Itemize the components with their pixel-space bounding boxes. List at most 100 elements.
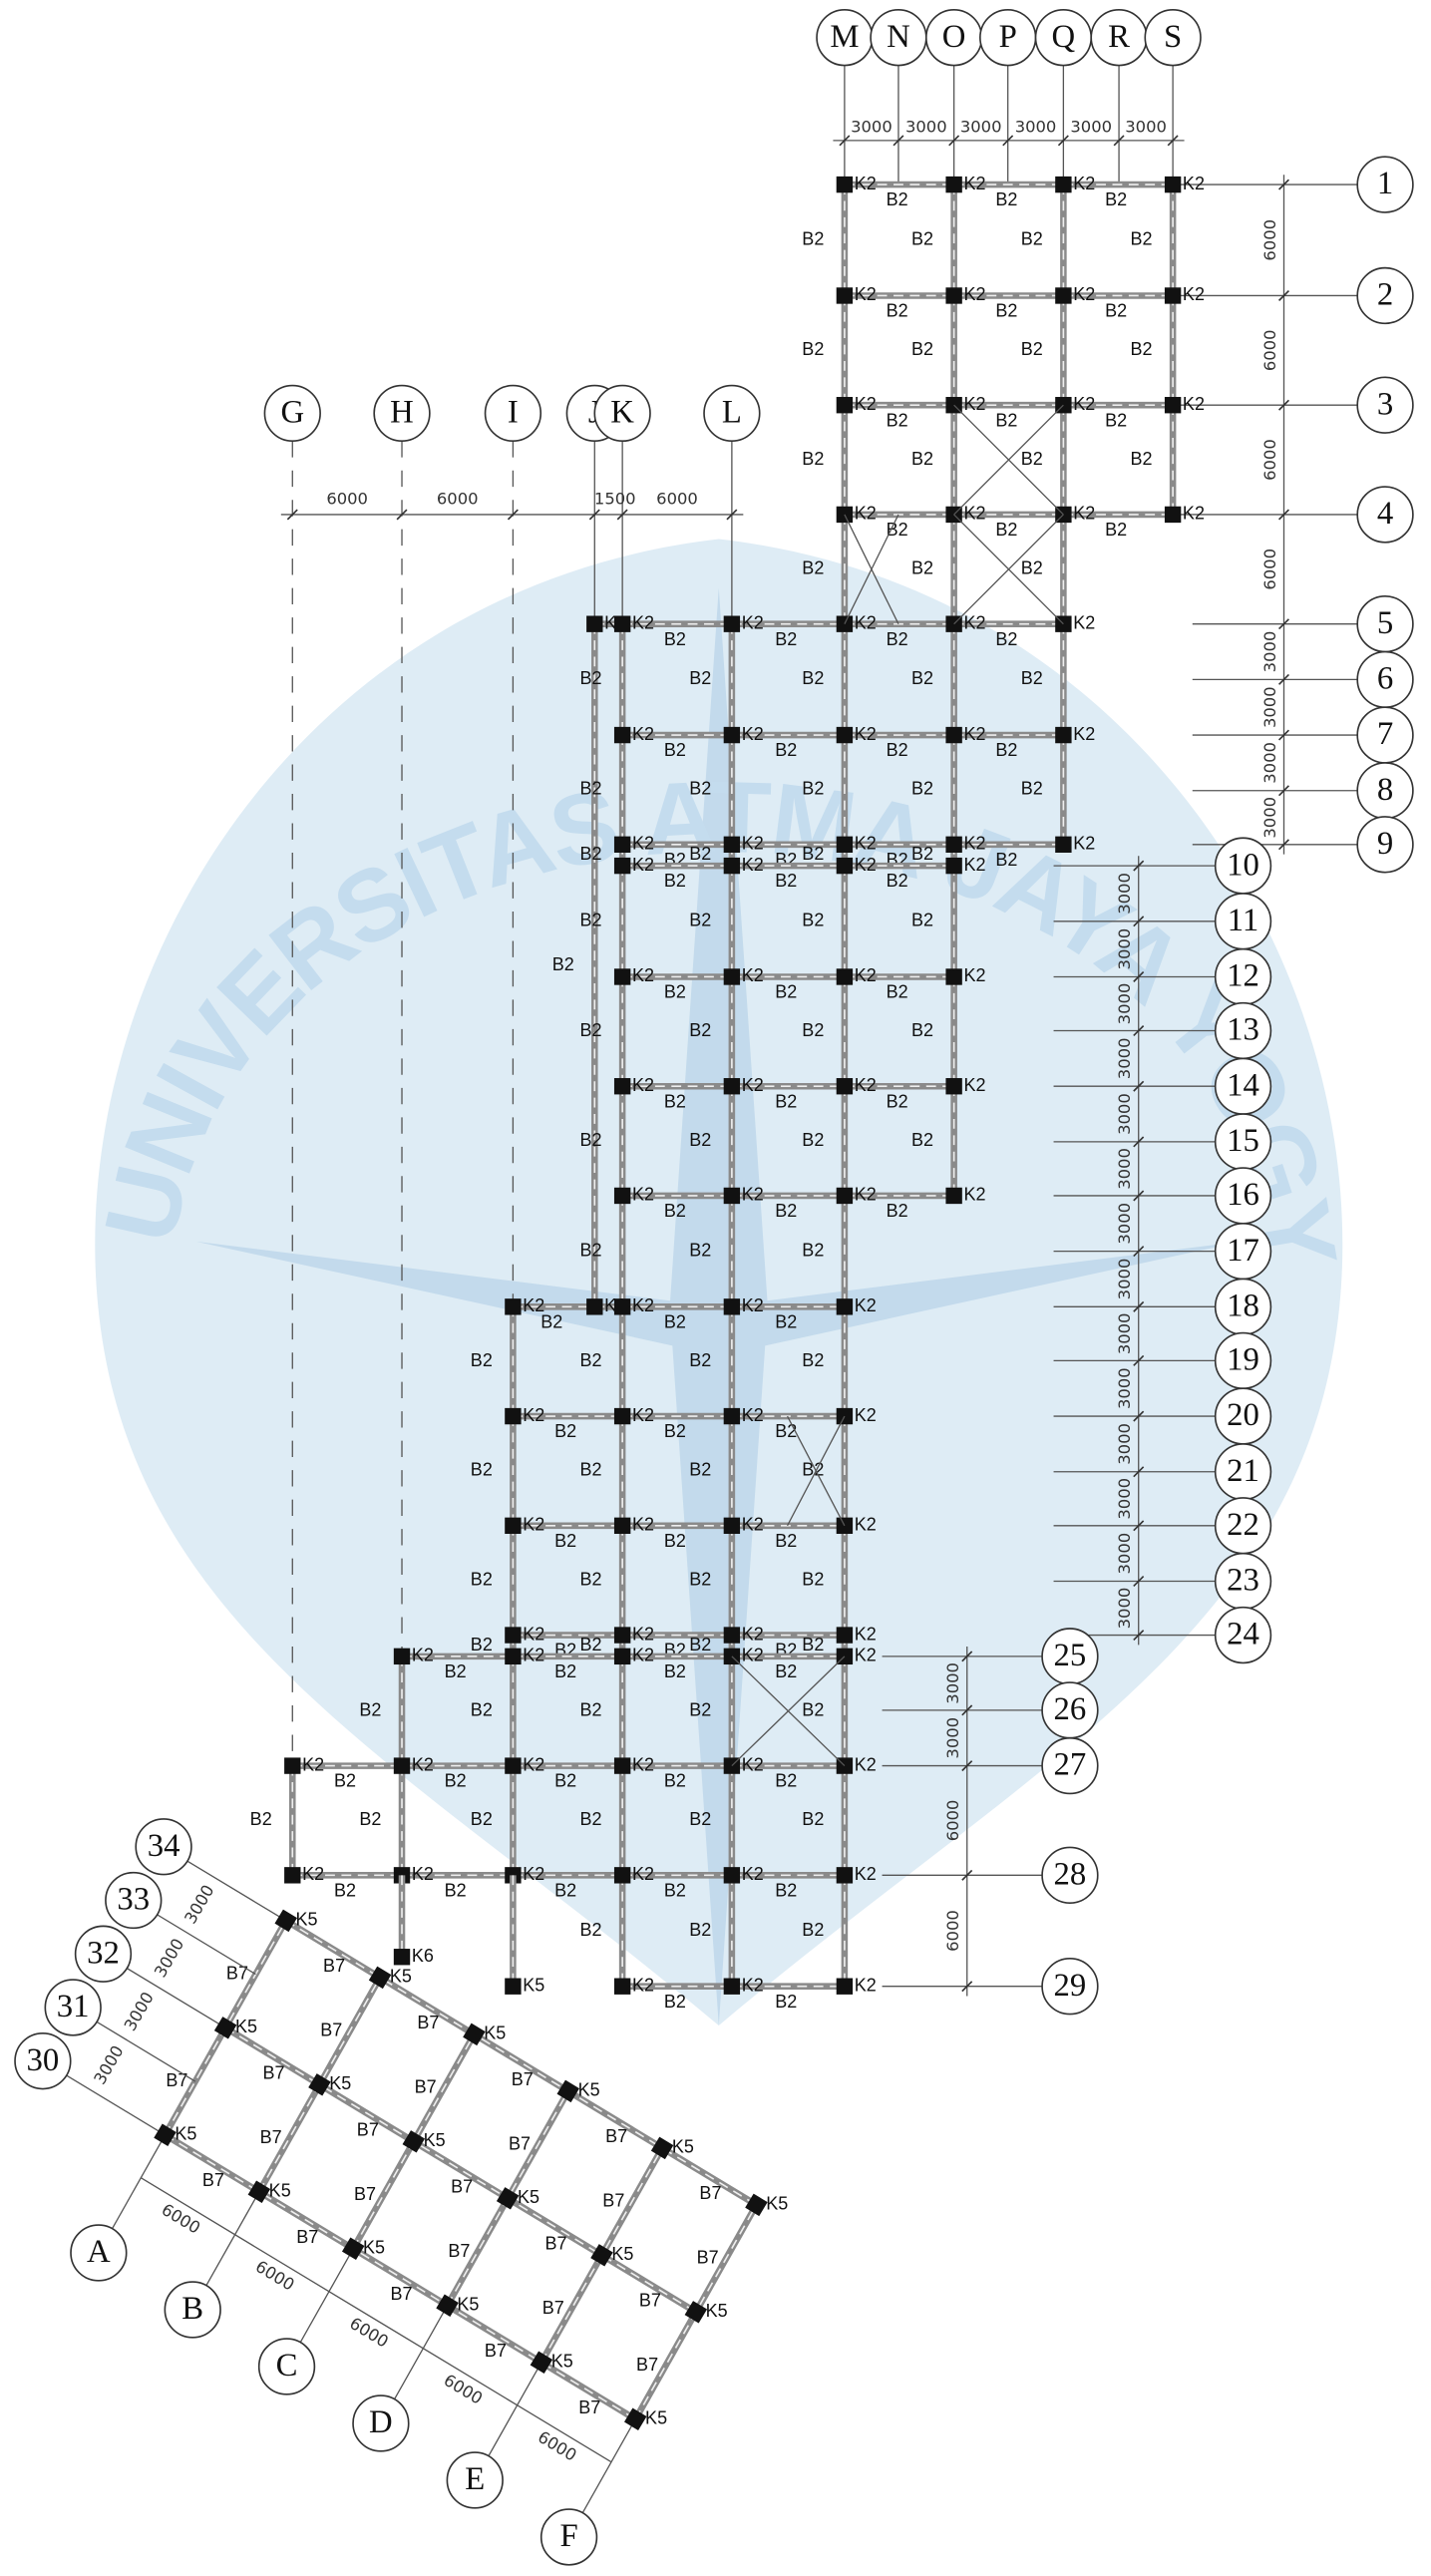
beam-tag: B2 xyxy=(554,1661,576,1681)
grid-label: 15 xyxy=(1227,1123,1259,1159)
line xyxy=(1133,916,1145,927)
grid-label: 24 xyxy=(1227,1617,1259,1653)
grid-label: K xyxy=(610,395,634,431)
grid-label: Q xyxy=(1052,19,1076,55)
beam-tag: B7 xyxy=(451,2177,473,2197)
column-tag: K2 xyxy=(302,1754,324,1774)
column-tag: K5 xyxy=(551,2352,573,2372)
dimension: 3000 xyxy=(1115,1533,1134,1575)
column xyxy=(393,1648,411,1665)
beam-tag: B2 xyxy=(580,1635,602,1655)
dimension: 3000 xyxy=(1115,1148,1134,1190)
line xyxy=(1133,1466,1145,1478)
beam-tag: B2 xyxy=(471,1809,493,1829)
beam-tag: B2 xyxy=(664,1880,686,1900)
column xyxy=(836,176,854,193)
column-tag: K2 xyxy=(963,1075,985,1095)
grid-label: 6 xyxy=(1377,661,1393,697)
dimension: 3000 xyxy=(121,1989,158,2034)
beam-tag: B2 xyxy=(580,911,602,930)
grid-label: C xyxy=(276,2348,298,2384)
beam-tag: B2 xyxy=(775,1421,797,1441)
beam-core xyxy=(285,1920,757,2206)
column-tag: K2 xyxy=(412,1864,434,1884)
line xyxy=(1113,135,1125,147)
beam-tag: B7 xyxy=(578,2397,600,2417)
column-tag: K2 xyxy=(523,1864,544,1884)
column xyxy=(274,1909,297,1933)
column-tag: K2 xyxy=(742,1754,764,1774)
column xyxy=(723,836,741,853)
column xyxy=(723,1407,741,1425)
grid-bubble xyxy=(1356,376,1414,434)
grid-label: 21 xyxy=(1227,1453,1259,1489)
beam-tag: B2 xyxy=(1021,668,1043,688)
column xyxy=(247,2180,271,2203)
beam-tag: B2 xyxy=(1131,229,1153,249)
column-tag: K2 xyxy=(632,965,654,985)
grid-bubble xyxy=(593,384,651,443)
dimension: 3000 xyxy=(960,117,1002,136)
beam-tag: B2 xyxy=(911,668,933,688)
column xyxy=(613,1648,631,1665)
beam-tag: B2 xyxy=(775,982,797,1002)
column-tag: K2 xyxy=(855,174,877,193)
column-tag: K2 xyxy=(855,394,877,414)
beam-tag: B7 xyxy=(417,2013,439,2032)
grid-label: 4 xyxy=(1377,496,1393,532)
column xyxy=(496,2187,520,2210)
column-tag: K2 xyxy=(632,834,654,854)
beam-tag: B2 xyxy=(887,410,908,430)
beam-tag: B7 xyxy=(415,2076,437,2096)
column-tag: K2 xyxy=(855,1295,877,1315)
column-tag: K5 xyxy=(390,1967,412,1987)
dimension: 3000 xyxy=(1115,1093,1134,1135)
grid-label: 8 xyxy=(1377,772,1393,808)
line xyxy=(140,2177,612,2463)
grid-label: 22 xyxy=(1227,1507,1259,1543)
dimension: 3000 xyxy=(1115,1203,1134,1245)
grid-label: 25 xyxy=(1054,1638,1087,1673)
column-tag: K2 xyxy=(963,174,985,193)
beam-tag: B2 xyxy=(911,339,933,359)
column xyxy=(284,1867,301,1884)
column-tag: K2 xyxy=(523,1754,544,1774)
line xyxy=(1133,1630,1145,1642)
beam-tag: B2 xyxy=(775,1091,797,1111)
column xyxy=(613,1298,631,1315)
grid-label: G xyxy=(280,395,304,431)
beam-tag: B2 xyxy=(580,1350,602,1370)
column-tag: K2 xyxy=(963,834,985,854)
dimension: 3000 xyxy=(151,1935,187,1981)
line xyxy=(961,1760,973,1772)
column-tag: K5 xyxy=(706,2301,728,2321)
dimension: 6000 xyxy=(1260,219,1279,261)
column-tag: K2 xyxy=(1073,724,1095,744)
beam-tag: B2 xyxy=(445,1880,467,1900)
column-tag: K5 xyxy=(457,2295,479,2315)
column-tag: K2 xyxy=(855,834,877,854)
grid-label: O xyxy=(942,19,966,55)
column xyxy=(613,615,631,632)
line xyxy=(286,509,298,521)
beam-tag: B2 xyxy=(580,668,602,688)
column-tag: K2 xyxy=(632,1295,654,1315)
line xyxy=(1167,135,1179,147)
beam-tag: B7 xyxy=(354,2184,376,2204)
column xyxy=(613,1867,631,1884)
beam-tag: B2 xyxy=(802,779,824,799)
beam-tag: B2 xyxy=(540,1311,562,1331)
beam-tag: B2 xyxy=(802,1020,824,1040)
column-tag: K2 xyxy=(412,1754,434,1774)
column xyxy=(723,1187,741,1205)
column xyxy=(836,1627,854,1644)
line xyxy=(1133,1300,1145,1312)
beam-tag: B2 xyxy=(471,1699,493,1719)
grid-label: 28 xyxy=(1054,1856,1087,1892)
column-tag: K2 xyxy=(1073,394,1095,414)
column-tag: K5 xyxy=(611,2244,633,2264)
dimension: 3000 xyxy=(1260,797,1279,839)
column-tag: K2 xyxy=(855,1754,877,1774)
beam-tag: B2 xyxy=(689,1920,711,1940)
dimension: 3000 xyxy=(1115,928,1134,970)
